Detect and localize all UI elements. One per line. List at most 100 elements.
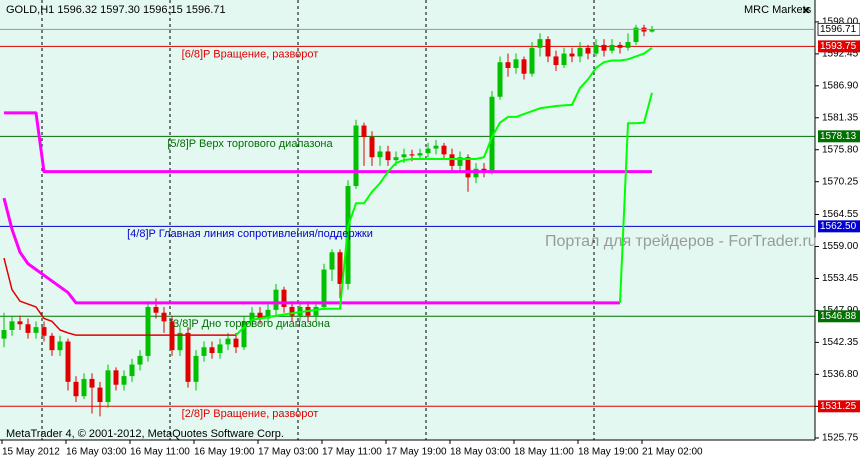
header: GOLD,H1 1596.32 1597.30 1596.15 1596.71 [6,4,226,16]
level-price-box [818,400,860,413]
candle-body [153,306,159,313]
candle-body [593,44,599,54]
candle-body [257,312,263,319]
candle-body [41,327,47,336]
indicator-line [4,111,652,174]
candle-body [25,324,31,333]
candle-body [497,62,503,97]
candle-body [401,154,407,158]
candle-body [145,306,151,356]
candle-body [561,53,567,66]
candle-body [113,370,119,385]
level-text: [6/8]P Вращение, разворот [182,48,319,60]
candle-body [337,252,343,284]
candle-body [521,59,527,74]
candle-body [9,321,15,330]
candle-body [329,252,335,270]
y-tick-label: 1564.55 [822,209,859,220]
x-tick-label: 17 May 19:00 [386,447,447,458]
candle-body [353,125,359,187]
level-text: [3/8]P Дно торгового диапазона [170,318,331,330]
candle-body [393,157,399,161]
candle-body [377,151,383,158]
candle-body [129,364,135,377]
candle-body [585,47,591,54]
x-tick-label: 16 May 03:00 [66,447,127,458]
candle-body [577,47,583,57]
candle-body [529,47,535,74]
candle-body [385,151,391,161]
level-price-box [818,130,860,143]
candle-body [241,321,247,348]
candle-body [273,289,279,310]
labels: [6/8]P Вращение, разворот [5/8]P Верх тор… [127,48,373,420]
y-tick-label: 1570.25 [822,176,859,187]
level-price-box [818,310,860,323]
candle-body [489,96,495,172]
candle-body [33,327,39,333]
candle-body [609,44,615,51]
candle-body [49,335,55,351]
candle-body [217,344,223,354]
candle-body [281,289,287,307]
candle-body [537,39,543,48]
candle-body [57,341,63,351]
y-tick-label: 1542.35 [822,337,859,348]
candle-body [265,309,271,319]
candle-body [601,44,607,51]
candle-body [321,269,327,307]
candle-body [313,306,319,316]
candle-body [457,157,463,166]
x-tick-label: 16 May 11:00 [130,447,190,458]
level-price-label: 1578.13 [820,131,857,142]
candle-body [121,376,127,385]
candle-body [177,332,183,351]
candle-body [425,148,431,154]
candle-body [545,39,551,57]
level-price-label: 1562.50 [820,221,857,232]
candle-body [65,341,71,382]
candle-body [81,378,87,397]
candle-body [513,59,519,68]
level-price-label: 1531.25 [820,401,857,412]
level-price-label: 1546.88 [820,311,857,322]
candle-body [649,29,655,32]
candle-body [233,338,239,348]
candle-body [617,44,623,48]
y-tick-label: 1586.90 [822,80,859,91]
indicator-line [3,257,236,336]
level-text: [5/8]P Верх торгового диапазона [167,138,333,150]
x-tick-label: 18 May 11:00 [514,447,574,458]
close-button[interactable]: × [802,2,810,17]
candle-body [161,312,167,322]
day-separators [41,0,595,440]
level-price-label: 1593.75 [820,41,857,52]
y-tick-label: 1525.75 [822,433,859,444]
x-tick-label: 18 May 03:00 [450,447,511,458]
indicator-line [619,92,653,303]
levels [0,45,815,407]
candle-body [505,62,511,68]
candle-body [1,330,7,339]
candle-body [409,154,415,156]
candle-body [137,355,143,365]
y-tick-label: 1575.80 [822,144,859,155]
y-tick-label: 1536.80 [822,369,859,380]
candle-body [625,42,631,48]
candle-body [553,56,559,66]
candle-body [633,27,639,43]
candle-body [73,381,79,397]
candle-body [289,306,295,316]
candle-body [569,53,575,57]
current-price-label: 1596.71 [820,24,857,35]
x-tick-label: 16 May 19:00 [194,447,255,458]
candle-body [417,153,423,156]
x-tick-label: 18 May 19:00 [578,447,639,458]
candle-body [17,321,23,325]
candle-body [89,378,95,388]
current-price-box [817,22,860,36]
y-tick-label: 1559.00 [822,241,859,252]
candle-body [185,332,191,382]
indicator-line [2,197,620,305]
